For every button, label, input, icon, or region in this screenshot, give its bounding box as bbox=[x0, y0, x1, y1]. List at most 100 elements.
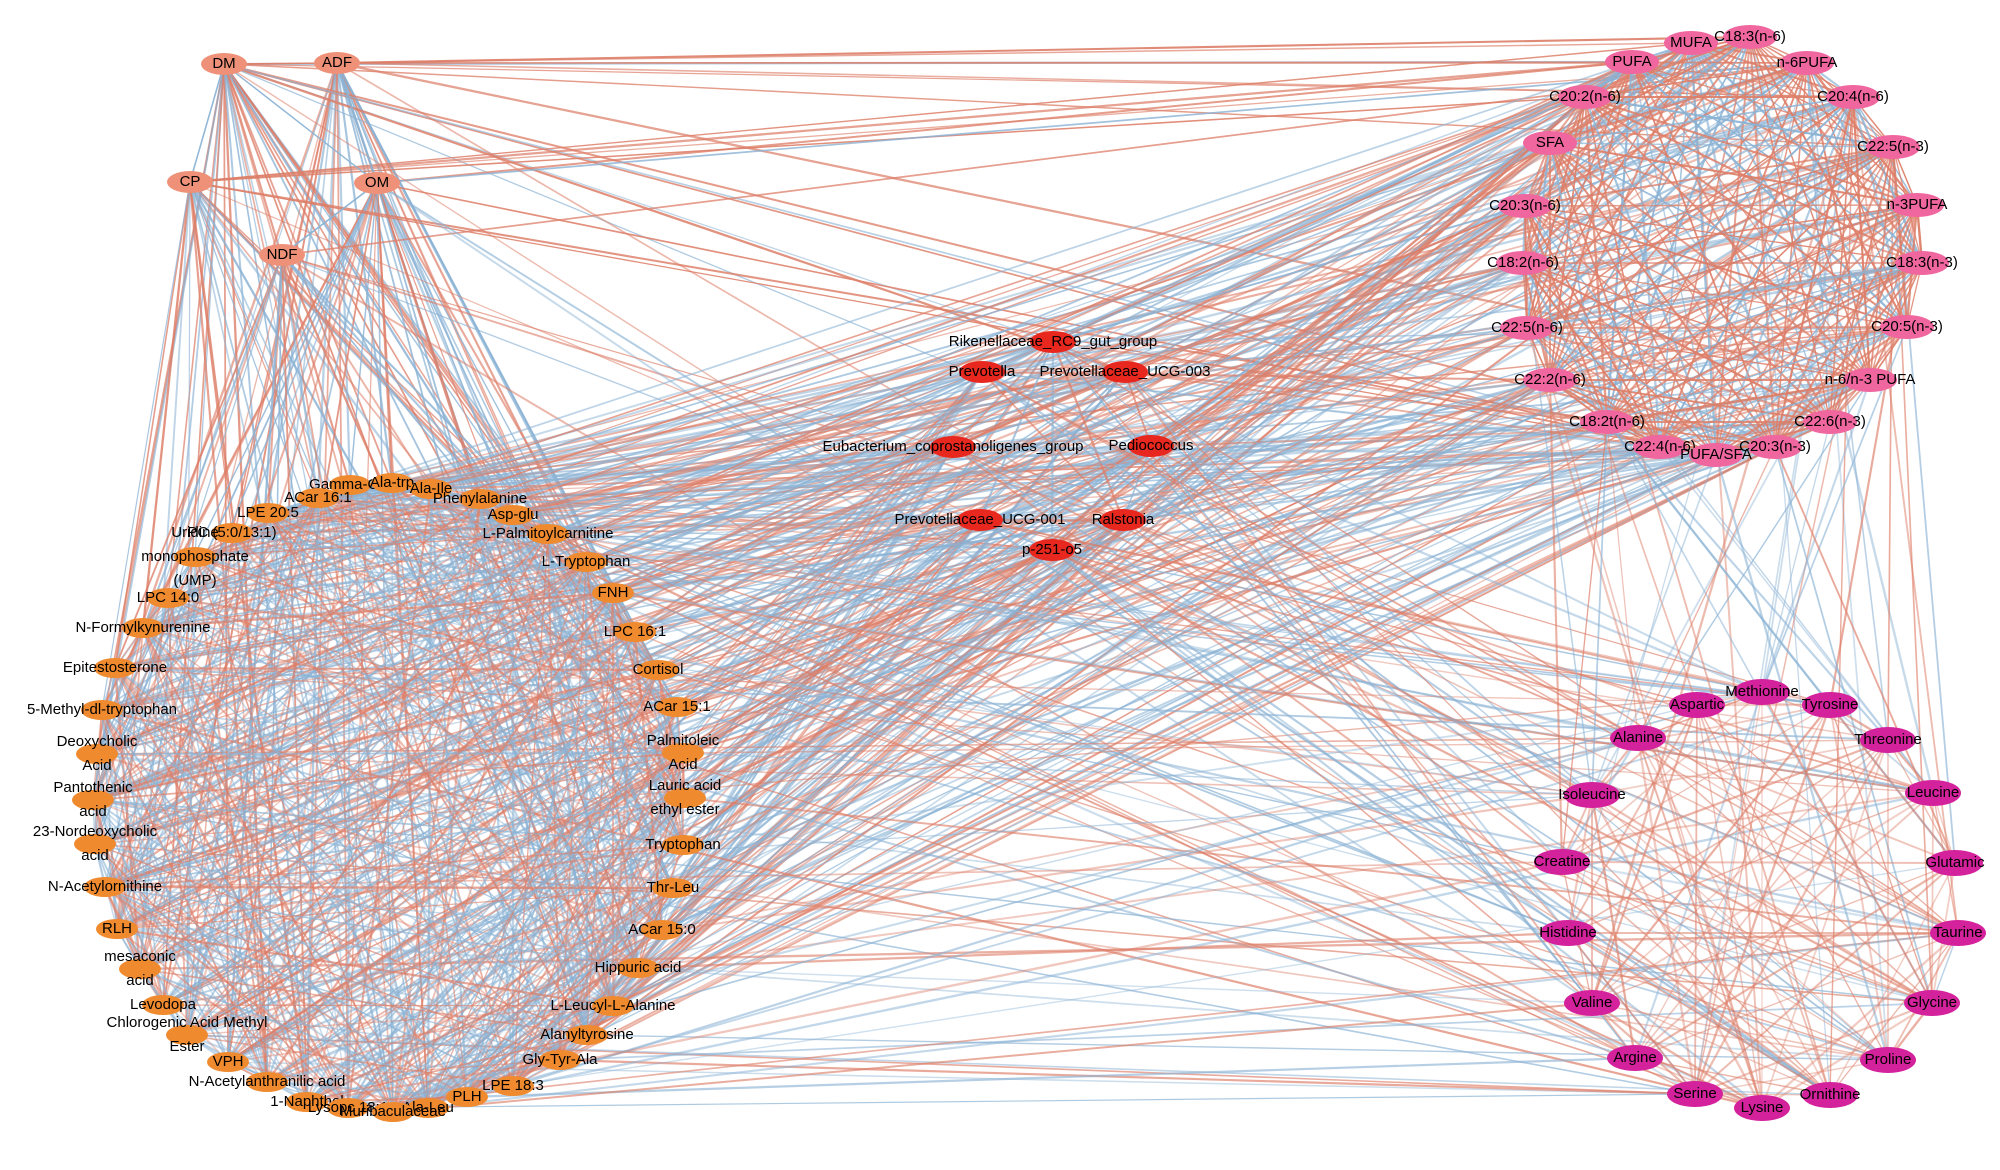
correlation-edge bbox=[1606, 326, 1908, 423]
correlation-edge bbox=[1828, 204, 1919, 423]
correlation-edge bbox=[114, 667, 588, 1036]
correlation-edge bbox=[1634, 932, 1959, 1059]
node-label: L-Palmitoylcarnitine bbox=[482, 525, 614, 542]
correlation-edge bbox=[114, 667, 468, 1098]
correlation-edge bbox=[1761, 932, 1959, 1109]
node-label: Isoleucine bbox=[1558, 786, 1626, 803]
correlation-edge bbox=[1122, 519, 1563, 863]
correlation-edge bbox=[1522, 262, 1593, 796]
correlation-edge bbox=[1549, 142, 1831, 423]
amino_acids-node-ellipse bbox=[1564, 990, 1620, 1016]
node-label: Ala-Ile bbox=[409, 480, 453, 497]
node-label: C22:5(n-3) bbox=[1857, 138, 1929, 155]
correlation-edge bbox=[1051, 549, 1569, 934]
correlation-edge bbox=[1561, 861, 1956, 864]
correlation-edge bbox=[586, 142, 1551, 1036]
correlation-edge bbox=[162, 61, 1633, 1006]
correlation-edge bbox=[392, 1002, 1593, 1113]
correlation-edge bbox=[114, 667, 268, 1083]
node-label: Threonine bbox=[1854, 731, 1922, 748]
node-label: PUFA/SFA bbox=[1680, 446, 1752, 463]
correlation-edge bbox=[92, 668, 659, 802]
fatty_acids-node-ellipse bbox=[1843, 368, 1897, 392]
correlation-edge bbox=[466, 887, 674, 1098]
correlation-edge bbox=[101, 709, 561, 1061]
correlation-edge bbox=[1052, 96, 1586, 343]
correlation-edge bbox=[306, 1058, 561, 1104]
fatty_acids-node-ellipse bbox=[1748, 435, 1802, 459]
correlation-edge bbox=[979, 519, 1831, 1096]
correlation-edge bbox=[466, 967, 639, 1098]
correlation-edge bbox=[92, 799, 308, 1103]
node-label: OM bbox=[364, 174, 390, 191]
correlation-edge bbox=[1637, 379, 1871, 739]
nutrients-node-ellipse bbox=[314, 52, 360, 74]
correlation-edge bbox=[266, 1004, 614, 1084]
correlation-edge bbox=[194, 556, 639, 969]
metabolites-node-ellipse bbox=[652, 878, 694, 898]
correlation-edge bbox=[104, 844, 684, 888]
correlation-edge bbox=[349, 483, 1934, 795]
correlation-edge bbox=[167, 63, 225, 599]
correlation-edge bbox=[1636, 737, 1697, 1095]
correlation-edge bbox=[1567, 704, 1698, 934]
correlation-edge bbox=[1522, 262, 1608, 423]
correlation-edge bbox=[96, 752, 663, 932]
correlation-edge bbox=[114, 667, 164, 1006]
correlation-edge bbox=[227, 1005, 614, 1063]
correlation-edge bbox=[1524, 204, 1918, 207]
node-label: Rikenellaceae_RC9_gut_group bbox=[948, 333, 1158, 350]
correlation-edge bbox=[227, 1061, 349, 1109]
metabolites-node-ellipse bbox=[76, 744, 118, 764]
correlation-edge bbox=[1124, 371, 1717, 456]
correlation-edge bbox=[267, 512, 587, 563]
metabolites-node-ellipse bbox=[207, 1052, 249, 1072]
correlation-edge bbox=[466, 704, 1831, 1098]
correlation-edge bbox=[306, 1034, 588, 1103]
correlation-edge bbox=[430, 487, 587, 564]
fatty_acids-node-ellipse bbox=[1633, 435, 1687, 459]
metabolites-node-ellipse bbox=[592, 583, 634, 603]
correlation-edge bbox=[167, 597, 188, 1036]
bacteria-node-ellipse bbox=[959, 361, 1005, 383]
correlation-edge bbox=[979, 379, 1551, 521]
correlation-edge bbox=[427, 797, 686, 1109]
correlation-edge bbox=[427, 378, 1871, 1110]
correlation-edge bbox=[1561, 861, 1831, 1096]
node-label: C20:3(n-3) bbox=[1739, 438, 1811, 455]
correlation-edge bbox=[266, 844, 684, 1083]
correlation-edge bbox=[194, 556, 394, 1113]
node-label: Serine bbox=[1673, 1085, 1717, 1102]
fatty_acids-node-ellipse bbox=[1523, 368, 1577, 392]
metabolites-node-ellipse bbox=[641, 920, 683, 940]
correlation-edge bbox=[94, 514, 514, 845]
correlation-edge bbox=[612, 592, 678, 708]
correlation-edge bbox=[1694, 146, 1894, 1095]
correlation-edge bbox=[280, 254, 320, 499]
correlation-edge bbox=[979, 518, 1959, 935]
correlation-edge bbox=[101, 709, 684, 754]
correlation-edge bbox=[586, 96, 1586, 1036]
metabolites-node-ellipse bbox=[371, 473, 413, 493]
correlation-edge bbox=[1526, 326, 1831, 424]
correlation-edge bbox=[661, 420, 1831, 932]
correlation-edge bbox=[267, 512, 684, 846]
correlation-edge bbox=[1567, 932, 1696, 1095]
metabolites-node-ellipse bbox=[327, 1098, 369, 1118]
correlation-edge bbox=[1122, 445, 1152, 521]
fatty_acids-node-ellipse bbox=[1500, 316, 1554, 340]
correlation-edge bbox=[1829, 932, 1959, 1096]
fatty_acids-node-ellipse bbox=[1803, 410, 1857, 434]
correlation-edge bbox=[1637, 737, 1831, 1096]
correlation-edge bbox=[1761, 691, 1933, 1004]
correlation-edge bbox=[167, 597, 349, 1109]
correlation-edge bbox=[101, 631, 636, 711]
correlation-edge bbox=[1590, 794, 1764, 1109]
correlation-edge bbox=[186, 886, 674, 1037]
correlation-edge bbox=[512, 736, 1639, 1088]
correlation-edge bbox=[266, 326, 1908, 1083]
correlation-edge bbox=[1606, 421, 1639, 739]
correlation-edge bbox=[227, 752, 684, 1063]
node-label: SFA bbox=[1535, 134, 1565, 151]
node-label: Pantothenic acid bbox=[53, 779, 133, 820]
